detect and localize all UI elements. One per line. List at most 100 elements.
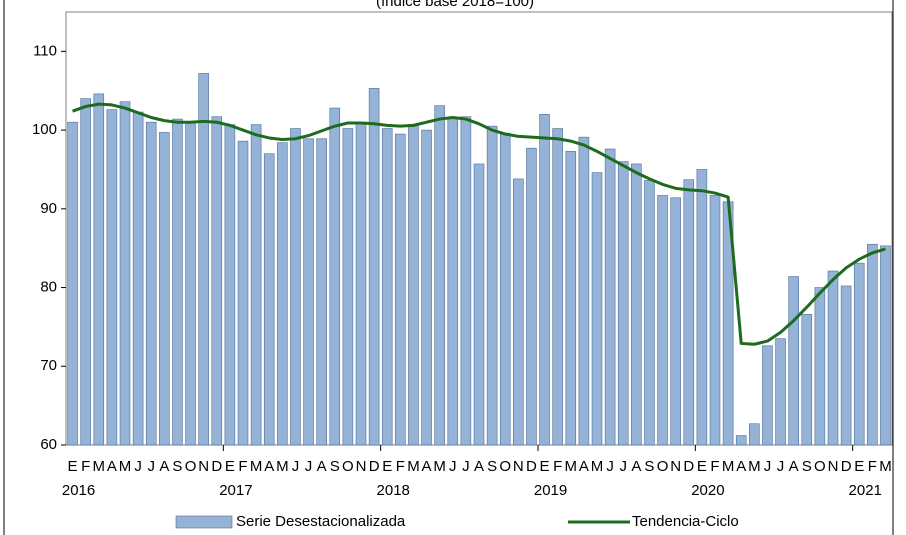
x-tick-label: D bbox=[683, 458, 694, 475]
bar bbox=[696, 169, 708, 446]
x-tick-label: M bbox=[565, 458, 578, 475]
bar bbox=[749, 423, 760, 446]
bar bbox=[381, 128, 393, 446]
bar bbox=[670, 197, 681, 446]
bar bbox=[762, 345, 773, 446]
bar bbox=[290, 128, 301, 446]
x-tick-label: E bbox=[225, 458, 235, 475]
x-tick-label: A bbox=[422, 458, 432, 475]
y-tick-label: 80 bbox=[40, 279, 57, 296]
bar bbox=[198, 73, 209, 446]
x-tick-label: J bbox=[292, 458, 300, 475]
bar bbox=[827, 270, 839, 446]
bar bbox=[159, 132, 170, 446]
x-tick-label: D bbox=[526, 458, 537, 475]
x-tick-label: M bbox=[433, 458, 446, 475]
x-tick-label: J bbox=[777, 458, 785, 475]
x-tick-label: M bbox=[276, 458, 289, 475]
bar bbox=[853, 262, 865, 446]
year-label: 2018 bbox=[377, 482, 410, 499]
trend-line bbox=[72, 102, 886, 346]
x-tick-label: O bbox=[499, 458, 511, 475]
x-tick-label: J bbox=[606, 458, 614, 475]
bar bbox=[499, 132, 511, 446]
bar bbox=[775, 338, 786, 446]
x-tick-label: F bbox=[868, 458, 877, 475]
bar bbox=[237, 140, 249, 446]
x-tick-label: E bbox=[854, 458, 864, 475]
x-tick-label: M bbox=[748, 458, 761, 475]
bar bbox=[303, 138, 314, 446]
bar bbox=[172, 118, 183, 446]
bar bbox=[631, 163, 642, 446]
x-tick-label: M bbox=[407, 458, 420, 475]
x-tick-label: E bbox=[68, 458, 78, 475]
bar bbox=[277, 142, 288, 446]
bar bbox=[552, 128, 563, 446]
x-tick-label: A bbox=[579, 458, 589, 475]
bar bbox=[591, 172, 603, 446]
x-tick-label: S bbox=[172, 458, 182, 475]
bar bbox=[250, 124, 262, 446]
bar bbox=[119, 101, 131, 446]
x-tick-label: A bbox=[317, 458, 327, 475]
bar bbox=[434, 105, 445, 446]
bar bbox=[473, 163, 485, 446]
x-tick-label: N bbox=[356, 458, 367, 475]
bar bbox=[263, 153, 275, 446]
x-tick-label: F bbox=[81, 458, 90, 475]
bar bbox=[316, 138, 327, 446]
year-label: 2020 bbox=[691, 482, 724, 499]
bar bbox=[867, 243, 878, 446]
legend-swatch bbox=[175, 515, 233, 529]
bar bbox=[526, 147, 537, 446]
x-tick-label: O bbox=[814, 458, 826, 475]
x-tick-label: J bbox=[134, 458, 142, 475]
x-tick-label: J bbox=[305, 458, 313, 475]
bar bbox=[224, 124, 236, 446]
x-tick-label: J bbox=[619, 458, 627, 475]
x-tick-label: N bbox=[198, 458, 209, 475]
x-tick-label: O bbox=[185, 458, 197, 475]
bar bbox=[185, 121, 196, 446]
x-tick-label: S bbox=[802, 458, 812, 475]
legend-label: Tendencia-Ciclo bbox=[632, 513, 739, 530]
bar bbox=[395, 133, 406, 446]
x-tick-label: M bbox=[119, 458, 132, 475]
x-tick-label: J bbox=[764, 458, 772, 475]
bar bbox=[604, 148, 616, 446]
x-tick-label: M bbox=[250, 458, 263, 475]
x-tick-label: M bbox=[722, 458, 735, 475]
bar bbox=[145, 121, 157, 446]
x-tick-label: E bbox=[382, 458, 392, 475]
x-tick-label: O bbox=[342, 458, 354, 475]
bar bbox=[578, 136, 590, 446]
bar bbox=[80, 98, 91, 446]
bar bbox=[539, 114, 550, 446]
bar bbox=[408, 124, 419, 446]
x-tick-label: A bbox=[159, 458, 169, 475]
x-tick-label: N bbox=[828, 458, 839, 475]
bar bbox=[788, 276, 799, 446]
x-tick-label: F bbox=[710, 458, 719, 475]
x-tick-label: N bbox=[670, 458, 681, 475]
bar bbox=[617, 161, 629, 446]
bar bbox=[840, 285, 852, 446]
x-tick-label: M bbox=[93, 458, 106, 475]
y-tick-label: 60 bbox=[40, 436, 57, 453]
bar bbox=[801, 314, 813, 446]
x-tick-label: J bbox=[147, 458, 155, 475]
x-tick-label: D bbox=[369, 458, 380, 475]
y-tick-label: 100 bbox=[32, 121, 57, 138]
bar bbox=[735, 435, 747, 446]
year-label: 2017 bbox=[219, 482, 252, 499]
bar bbox=[814, 287, 826, 446]
x-tick-label: A bbox=[789, 458, 799, 475]
bar bbox=[447, 117, 459, 446]
x-tick-label: A bbox=[264, 458, 274, 475]
year-label: 2019 bbox=[534, 482, 567, 499]
x-tick-label: D bbox=[211, 458, 222, 475]
x-tick-label: F bbox=[553, 458, 562, 475]
bar bbox=[342, 128, 354, 446]
x-tick-label: A bbox=[736, 458, 746, 475]
